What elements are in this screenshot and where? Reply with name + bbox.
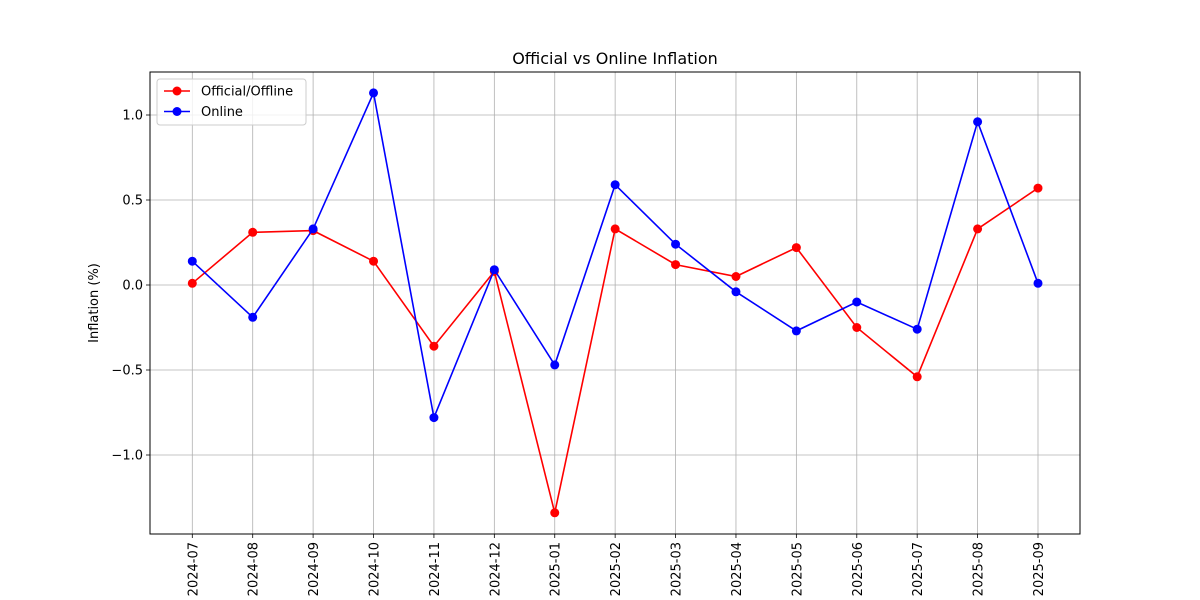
- x-tick-label: 2024-08: [247, 542, 262, 596]
- x-tick-label: 2025-02: [609, 542, 624, 596]
- data-point: [187, 278, 197, 288]
- y-tick-label: −1.0: [111, 449, 143, 464]
- series-online: [187, 88, 1043, 423]
- y-axis-label: Inflation (%): [87, 263, 102, 343]
- data-point: [550, 360, 560, 370]
- legend-box: [156, 78, 307, 126]
- data-point: [791, 243, 801, 253]
- data-point: [852, 323, 862, 332]
- y-tick-label: −0.5: [111, 364, 143, 379]
- data-point: [610, 180, 620, 190]
- data-point: [248, 227, 258, 237]
- legend-marker: [172, 107, 182, 116]
- legend-label: Online: [201, 105, 243, 120]
- x-tick-label: 2025-03: [670, 542, 685, 596]
- y-tick-label: 0.0: [122, 279, 143, 294]
- data-point: [610, 224, 620, 234]
- data-point: [1033, 278, 1043, 288]
- x-tick-label: 2025-08: [972, 542, 987, 596]
- data-point: [912, 372, 922, 382]
- x-tick-label: 2024-12: [488, 542, 503, 596]
- axes: 2024-07 2024-08 2024-09 2024-10 2024-11 2024-…: [111, 109, 1047, 597]
- data-point: [973, 117, 983, 127]
- y-tick-label: 1.0: [122, 109, 143, 124]
- legend-marker: [172, 86, 182, 96]
- data-point: [791, 326, 801, 336]
- x-tick-label: 2024-11: [428, 542, 443, 596]
- legend-label: Official/Offline: [201, 85, 293, 100]
- x-tick-label: 2025-09: [1032, 542, 1047, 596]
- x-tick-label: 2025-01: [549, 542, 564, 596]
- data-point: [489, 265, 499, 275]
- x-tick-label: 2024-09: [307, 542, 322, 596]
- data-point: [369, 256, 379, 266]
- grid: [150, 72, 1080, 534]
- data-point: [550, 508, 560, 518]
- x-tick-label: 2025-06: [851, 542, 866, 596]
- chart-title: Official vs Online Inflation: [512, 49, 718, 68]
- data-point: [671, 260, 681, 270]
- data-point: [429, 341, 439, 351]
- data-point: [1033, 183, 1043, 193]
- x-tick-label: 2024-10: [368, 542, 383, 596]
- data-point: [308, 224, 318, 234]
- legend: Official/Offline Online: [156, 78, 307, 126]
- x-tick-label: 2025-05: [790, 542, 805, 596]
- data-point: [852, 297, 862, 307]
- data-point: [973, 224, 983, 234]
- data-point: [187, 256, 197, 266]
- x-tick-label: 2024-07: [186, 542, 201, 596]
- data-point: [731, 272, 741, 281]
- data-point: [671, 239, 681, 249]
- x-tick-label: 2025-07: [911, 542, 926, 596]
- data-point: [429, 413, 439, 423]
- data-point: [369, 88, 379, 98]
- data-point: [248, 312, 258, 322]
- data-point: [731, 287, 741, 297]
- series-layer: [187, 88, 1043, 518]
- data-point: [912, 324, 922, 334]
- y-tick-label: 0.5: [122, 194, 143, 209]
- x-tick-label: 2025-04: [730, 542, 745, 596]
